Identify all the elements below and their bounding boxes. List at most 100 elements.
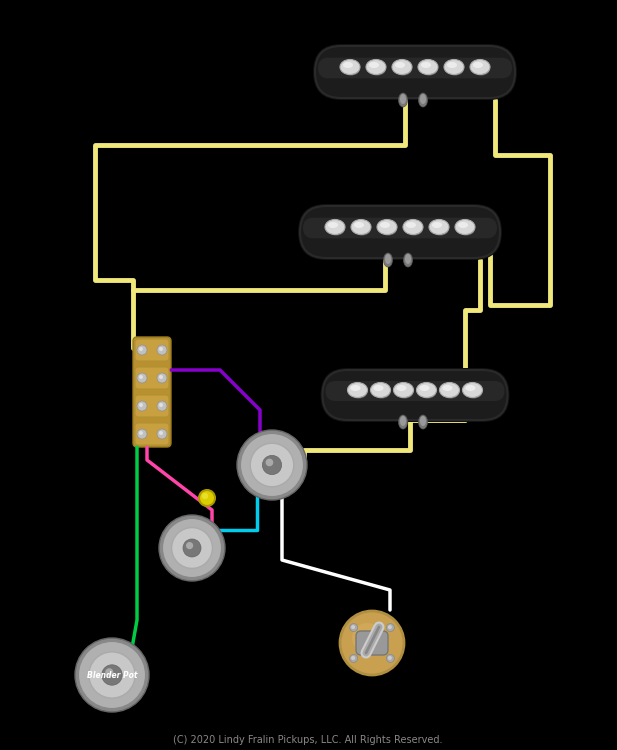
Ellipse shape <box>403 220 423 235</box>
FancyBboxPatch shape <box>323 370 508 420</box>
Ellipse shape <box>327 223 345 236</box>
FancyBboxPatch shape <box>315 46 515 98</box>
FancyBboxPatch shape <box>135 395 169 417</box>
Circle shape <box>351 625 355 629</box>
Ellipse shape <box>463 382 482 398</box>
Ellipse shape <box>418 93 428 107</box>
Ellipse shape <box>351 220 371 235</box>
Ellipse shape <box>373 386 391 398</box>
Ellipse shape <box>368 62 386 76</box>
Ellipse shape <box>442 386 460 398</box>
Ellipse shape <box>432 222 442 228</box>
Circle shape <box>240 433 304 497</box>
Circle shape <box>157 373 167 383</box>
FancyBboxPatch shape <box>298 204 502 260</box>
Circle shape <box>352 623 382 653</box>
Circle shape <box>202 493 208 500</box>
FancyBboxPatch shape <box>135 367 169 389</box>
Ellipse shape <box>418 415 428 429</box>
Circle shape <box>137 429 147 439</box>
Circle shape <box>157 401 167 411</box>
Circle shape <box>351 656 355 660</box>
Circle shape <box>106 668 114 676</box>
Ellipse shape <box>397 385 407 391</box>
Circle shape <box>157 429 167 439</box>
Ellipse shape <box>354 222 364 228</box>
Circle shape <box>340 611 404 675</box>
Ellipse shape <box>380 222 390 228</box>
Ellipse shape <box>429 220 449 235</box>
Ellipse shape <box>439 382 460 398</box>
Circle shape <box>159 515 225 581</box>
FancyBboxPatch shape <box>303 217 497 238</box>
Ellipse shape <box>394 62 412 76</box>
Circle shape <box>157 345 167 355</box>
Circle shape <box>386 655 394 662</box>
FancyBboxPatch shape <box>135 339 169 361</box>
Ellipse shape <box>431 223 449 236</box>
Ellipse shape <box>369 62 379 68</box>
Ellipse shape <box>366 59 386 74</box>
Ellipse shape <box>400 94 406 104</box>
Ellipse shape <box>420 385 429 391</box>
Ellipse shape <box>465 386 482 398</box>
Circle shape <box>183 539 201 557</box>
Ellipse shape <box>444 59 464 74</box>
Ellipse shape <box>420 94 426 104</box>
Circle shape <box>386 623 394 632</box>
Text: (C) 2020 Lindy Fralin Pickups, LLC. All Rights Reserved.: (C) 2020 Lindy Fralin Pickups, LLC. All … <box>173 735 443 745</box>
Circle shape <box>102 664 122 686</box>
Circle shape <box>159 347 163 351</box>
Circle shape <box>199 490 215 506</box>
Ellipse shape <box>325 220 345 235</box>
Ellipse shape <box>349 386 368 398</box>
Ellipse shape <box>405 254 411 264</box>
Ellipse shape <box>447 62 457 68</box>
Circle shape <box>75 638 149 712</box>
Ellipse shape <box>458 222 468 228</box>
Ellipse shape <box>394 382 413 398</box>
Ellipse shape <box>418 386 436 398</box>
Ellipse shape <box>379 223 397 236</box>
FancyBboxPatch shape <box>313 44 517 100</box>
Ellipse shape <box>400 416 406 426</box>
Circle shape <box>139 375 143 379</box>
FancyBboxPatch shape <box>135 423 169 445</box>
FancyBboxPatch shape <box>133 337 171 447</box>
Ellipse shape <box>416 382 436 398</box>
Ellipse shape <box>392 59 412 74</box>
FancyBboxPatch shape <box>318 58 512 79</box>
Circle shape <box>237 430 307 500</box>
Circle shape <box>262 455 281 475</box>
Circle shape <box>162 518 222 578</box>
Ellipse shape <box>343 62 353 68</box>
Ellipse shape <box>395 62 405 68</box>
Ellipse shape <box>442 385 452 391</box>
Ellipse shape <box>406 222 416 228</box>
Circle shape <box>251 443 294 487</box>
Ellipse shape <box>399 93 407 107</box>
Ellipse shape <box>395 386 413 398</box>
Circle shape <box>139 431 143 435</box>
Ellipse shape <box>342 62 360 76</box>
FancyBboxPatch shape <box>326 381 505 401</box>
Circle shape <box>388 625 392 629</box>
FancyBboxPatch shape <box>320 368 510 422</box>
Text: Blender Pot: Blender Pot <box>87 670 137 680</box>
Circle shape <box>350 655 358 662</box>
Circle shape <box>137 373 147 383</box>
Ellipse shape <box>328 222 338 228</box>
Circle shape <box>265 458 273 466</box>
Ellipse shape <box>420 62 438 76</box>
Ellipse shape <box>373 385 384 391</box>
Ellipse shape <box>420 416 426 426</box>
Ellipse shape <box>370 382 391 398</box>
Ellipse shape <box>340 59 360 74</box>
Ellipse shape <box>405 223 423 236</box>
Ellipse shape <box>385 254 391 264</box>
Circle shape <box>159 375 163 379</box>
Ellipse shape <box>418 59 438 74</box>
Circle shape <box>186 542 193 549</box>
Ellipse shape <box>353 223 371 236</box>
Circle shape <box>172 527 212 568</box>
